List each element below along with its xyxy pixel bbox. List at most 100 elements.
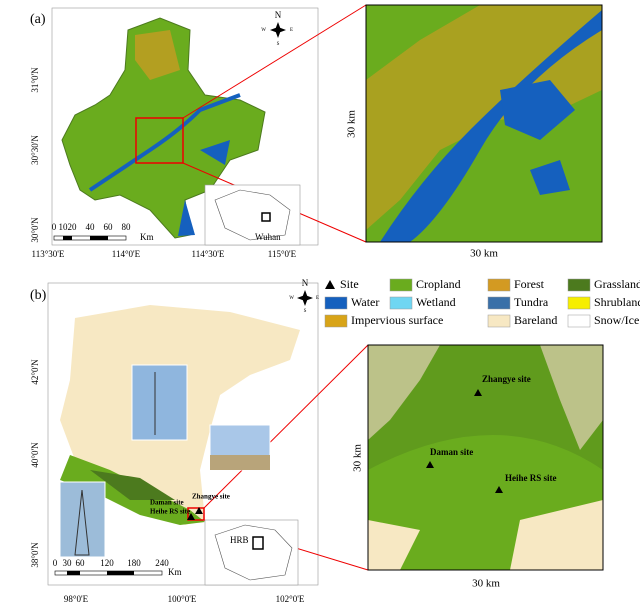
compass-e: E (290, 28, 293, 33)
legend-swatch (389, 296, 413, 310)
compass (297, 290, 313, 306)
zoom-box-b (187, 507, 205, 521)
scale-label: 0 (53, 558, 58, 568)
site-label: Heihe RS site (505, 473, 557, 483)
scale-unit: Km (140, 232, 154, 242)
grassland (368, 345, 603, 470)
zoom-height: 30 km (352, 444, 364, 472)
inset-box (261, 212, 271, 222)
scale-bar (54, 570, 163, 576)
site-label: Zhangye site (482, 374, 531, 384)
compass-w: W (261, 28, 266, 33)
bareland (368, 345, 440, 440)
legend-swatch (567, 278, 591, 292)
compass-s: S (304, 309, 307, 314)
lon-label: 114°30'E (192, 249, 225, 259)
lat-label: 31°0'N (30, 67, 40, 93)
compass-e: E (316, 296, 319, 301)
legend-swatch (389, 278, 413, 292)
scale-label: 20 (68, 222, 78, 232)
legend-label: Grassland (594, 277, 640, 291)
scale-label: 0 (52, 222, 57, 232)
lat-label: 40°0'N (30, 442, 40, 468)
scale-label: 60 (76, 558, 86, 568)
legend-label: Site (340, 277, 359, 291)
scale-label: 10 (59, 222, 69, 232)
zoom-frame-b (367, 344, 604, 571)
zoom-box-a (135, 117, 184, 164)
inset-box (252, 536, 264, 550)
photo-tower (74, 489, 90, 556)
zoom-line (203, 344, 369, 509)
wuhan-map (61, 17, 266, 239)
legend-label: Impervious surface (351, 313, 443, 327)
legend-swatch (324, 296, 348, 310)
lakes (178, 140, 230, 236)
legend-swatch (487, 278, 511, 292)
legend-label: Bareland (514, 313, 557, 327)
scale-label: 240 (155, 558, 169, 568)
scale-label: 40 (86, 222, 96, 232)
site-label: Heihe RS site (150, 508, 190, 516)
site-markers (187, 507, 203, 520)
lon-label: 100°0'E (168, 594, 197, 604)
legend-swatch (567, 314, 591, 328)
legend-label: Wetland (416, 295, 456, 309)
scale-label: 180 (127, 558, 141, 568)
lakes-zoom (500, 80, 575, 195)
site-label: Zhangye site (192, 493, 230, 501)
inset-frame (204, 184, 301, 246)
scale-label: 60 (104, 222, 114, 232)
compass-n: N (302, 278, 309, 288)
zoom-height: 30 km (346, 110, 358, 138)
lon-label: 98°0'E (64, 594, 89, 604)
legend-swatch (567, 296, 591, 310)
inset-label: Wuhan (255, 232, 281, 242)
river (88, 93, 241, 192)
lat-label: 42°0'N (30, 359, 40, 385)
panel-label: (a) (30, 12, 46, 27)
bareland (368, 345, 603, 570)
legend-marker (325, 280, 335, 289)
scale-bar (53, 235, 127, 241)
scale-label: 30 (63, 558, 73, 568)
legend-label: Water (351, 295, 379, 309)
lat-label: 30°0'N (30, 217, 40, 243)
legend-label: Tundra (514, 295, 549, 309)
zoom-frame-a (365, 4, 603, 243)
legend-label: Snow/Ice (594, 313, 639, 327)
compass-n: N (275, 10, 282, 20)
inset-label: HRB (230, 535, 249, 545)
legend-swatch (487, 296, 511, 310)
scale-label: 120 (100, 558, 114, 568)
photo-ground (210, 455, 270, 470)
lat-label: 38°0'N (30, 542, 40, 568)
zoom-line (182, 4, 367, 119)
legend-swatch (324, 314, 348, 328)
legend-swatch (487, 314, 511, 328)
river-zoom (380, 10, 602, 242)
legend-label: Cropland (416, 277, 461, 291)
scale-label: 80 (122, 222, 132, 232)
compass-w: W (289, 296, 294, 301)
lon-label: 113°30'E (32, 249, 65, 259)
lon-label: 115°0'E (268, 249, 297, 259)
zoom-width: 30 km (470, 248, 498, 260)
lat-label: 30°30'N (30, 135, 40, 165)
inset-outline (214, 524, 293, 581)
site-label: Daman site (430, 447, 473, 457)
compass-s: S (277, 42, 280, 47)
site-label: Daman site (150, 499, 184, 507)
zoom-width: 30 km (472, 578, 500, 590)
inset-outline (214, 189, 291, 241)
forest-patch (135, 30, 180, 80)
grassland-belt (90, 470, 175, 500)
lon-label: 102°0'E (276, 594, 305, 604)
legend-label: Shrubland (594, 295, 640, 309)
scale-unit: Km (168, 567, 182, 577)
photo (131, 364, 188, 441)
legend-label: Forest (514, 277, 545, 291)
